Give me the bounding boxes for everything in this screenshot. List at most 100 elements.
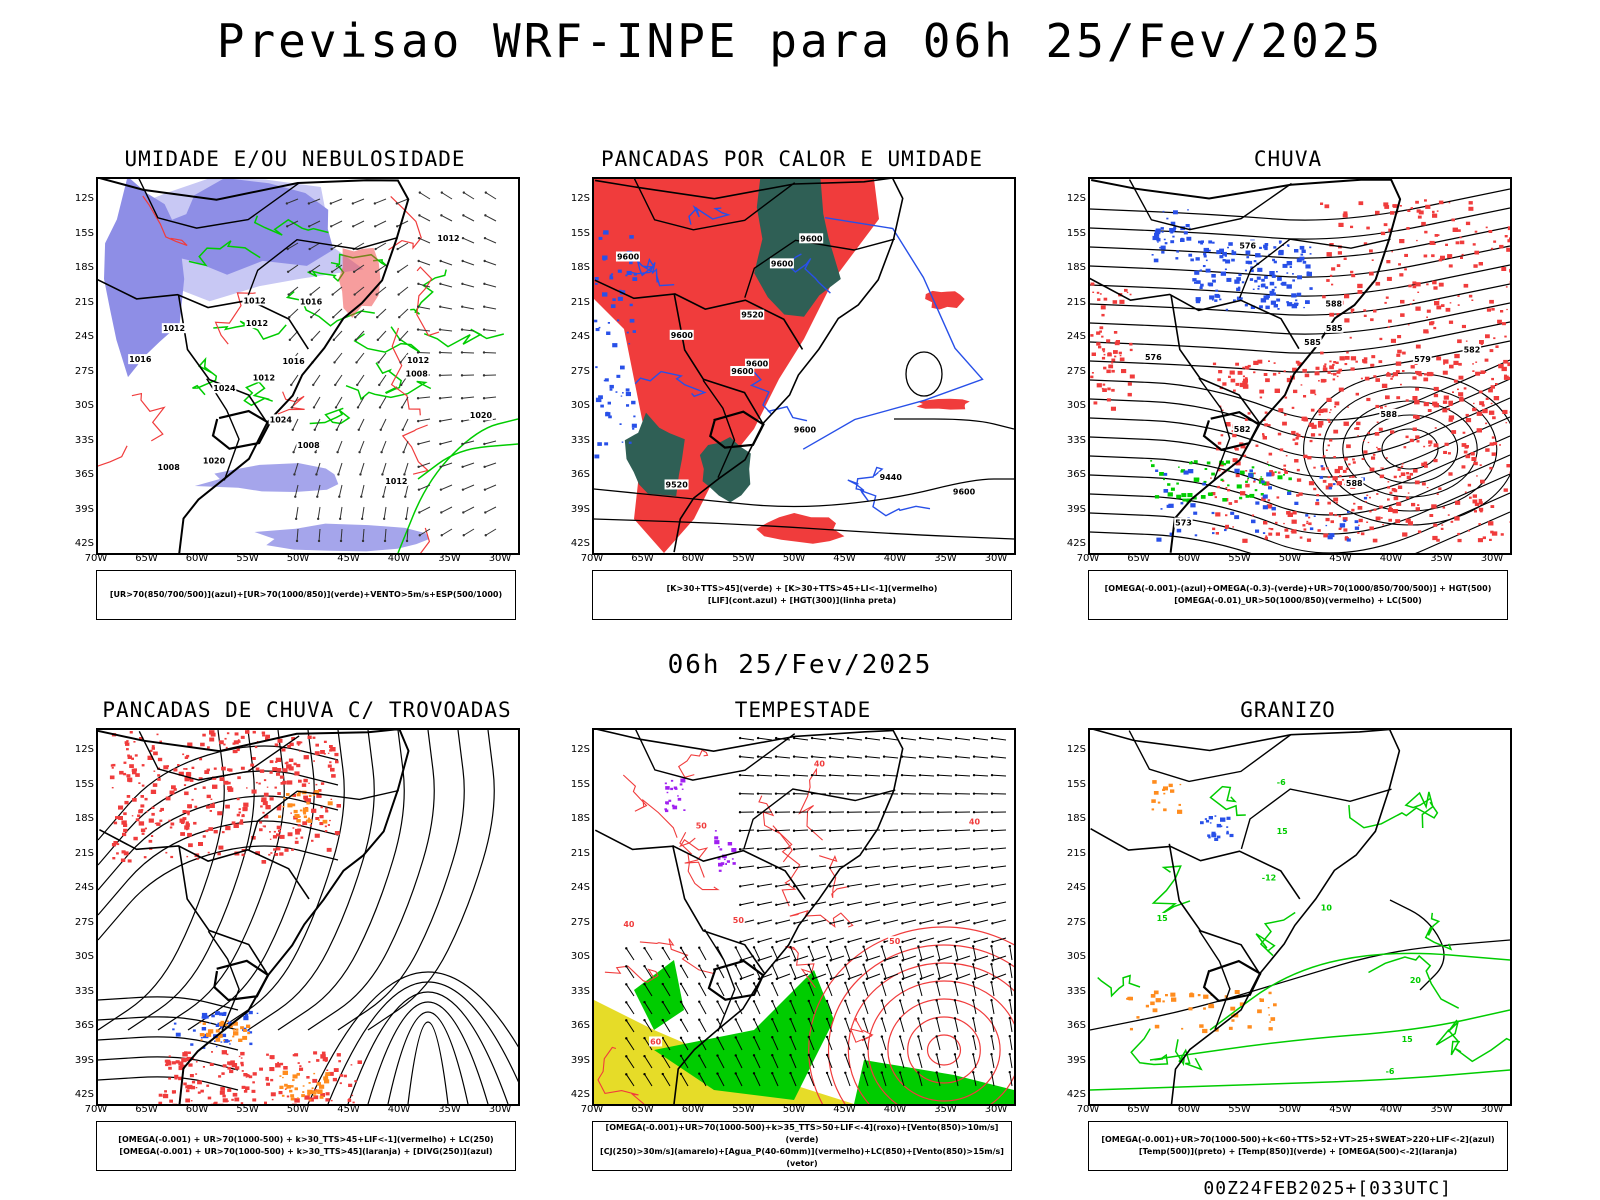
- lc250-streamline: [187, 730, 315, 1031]
- map-canvas: 1012 1012 1012 1020 1016 1012 1016 1012 1008 1012…: [98, 179, 518, 553]
- temp850-contour: [1454, 1037, 1510, 1063]
- contour-label: 50: [733, 916, 745, 925]
- contour-label: 9600: [771, 259, 794, 268]
- contour-label: 50: [889, 937, 901, 946]
- latitude-tick-label: 21S: [74, 296, 94, 308]
- contour-label: 15: [1277, 827, 1289, 836]
- temp850-contour: [1209, 785, 1246, 817]
- humidity-green-contour: [353, 326, 421, 353]
- hgt500-streamline: [1090, 492, 1510, 553]
- longitude-tick-label: 30W: [488, 1104, 512, 1115]
- lif-blue-contour: [859, 489, 931, 517]
- lc250-streamline: [367, 1001, 489, 1104]
- thickness-red-dashed: [390, 327, 421, 416]
- convection-red-specks: [109, 730, 341, 864]
- longitude-tick-label: 60W: [681, 553, 705, 564]
- longitude-tick-label: 55W: [236, 553, 259, 564]
- state-border: [138, 730, 300, 781]
- legend-tempestade: [OMEGA(-0.001)+UR>70(1000-500)+k>35_TTS>…: [592, 1121, 1012, 1171]
- legend-pancadas-calor: [K>30+TTS>45](verde) + [K>30+TTS>45+LI<-…: [592, 570, 1012, 620]
- contour-label: 9600: [953, 487, 976, 496]
- precipitable-water-contour: [849, 1017, 874, 1043]
- lc850-contour: [907, 1016, 981, 1084]
- humidity-green-contour: [397, 418, 518, 553]
- state-border: [206, 378, 240, 481]
- map-canvas: 588 585 588 588 585 582 579 576 573 576 582: [1090, 179, 1510, 553]
- country-border: [99, 828, 310, 900]
- convection-red-area: [916, 398, 970, 410]
- temp850-contour: [1090, 1069, 1510, 1091]
- map-canvas: 9600960096009600960095209600960094409520…: [594, 179, 1014, 553]
- circulation-contour: [1361, 414, 1459, 484]
- longitude-tick-label: 60W: [1177, 553, 1201, 564]
- country-border: [671, 845, 766, 975]
- hgt500-streamline: [1090, 302, 1510, 335]
- contour-label: 9600: [671, 331, 694, 340]
- latitude-tick-label: 42S: [570, 538, 590, 549]
- longitude-tick-label: 30W: [1480, 1104, 1504, 1115]
- legend-line: [Temp(500)](preto) + [Temp(850)](verde) …: [1138, 1147, 1458, 1156]
- lc250-streamline: [347, 991, 509, 1104]
- latitude-tick-label: 39S: [570, 503, 590, 515]
- legend-line: [OMEGA(-0.001)+UR>70(1000-500)+k>35_TTS>…: [605, 1123, 999, 1144]
- longitude-tick-label: 70W: [1076, 553, 1100, 564]
- humidity-green-contour: [309, 407, 351, 425]
- wind-vectors: [285, 191, 497, 543]
- latitude-tick-label: 27S: [570, 916, 590, 928]
- lif-blue-specks: [594, 230, 638, 459]
- omega-green-specks: [1150, 460, 1292, 503]
- longitude-tick-label: 35W: [438, 1104, 461, 1115]
- lc250-streamline: [98, 1036, 239, 1051]
- thickness-red-dashed: [277, 391, 305, 415]
- country-border: [98, 278, 309, 350]
- contour-label: 50: [696, 822, 708, 831]
- temp850-contour: [1130, 1028, 1169, 1066]
- longitude-tick-label: 45W: [1329, 553, 1352, 564]
- latitude-tick-label: 12S: [1066, 193, 1086, 204]
- longitude-tick-label: 70W: [580, 553, 604, 564]
- contour-label: 1016: [282, 357, 305, 366]
- precipitable-water-contour: [622, 774, 678, 838]
- latitude-tick-label: 18S: [74, 813, 94, 824]
- latitude-tick-label: 27S: [74, 916, 94, 928]
- contour-label: 1020: [470, 411, 493, 420]
- longitude-tick-label: 60W: [185, 1104, 209, 1115]
- thickness-red-dashed: [416, 266, 440, 337]
- humidity-green-contour: [375, 362, 403, 394]
- lc250-streamline: [98, 730, 225, 1031]
- legend-line: [OMEGA(-0.01)_UR>50(1000/850)(vermelho) …: [1174, 596, 1422, 605]
- uruguay-border: [1202, 959, 1262, 1003]
- storm-purple-specks: [664, 778, 686, 813]
- coastline: [1091, 179, 1402, 553]
- legend-line: [OMEGA(-0.001)+UR>70(1000-500)+k<60+TTS>…: [1101, 1135, 1495, 1144]
- contour-label: 15: [1157, 914, 1169, 923]
- latitude-tick-label: 30S: [570, 951, 590, 962]
- run-info-label: 00Z24FEB2025+[033UTC]: [1203, 1178, 1452, 1199]
- country-border: [178, 845, 269, 976]
- longitude-tick-label: 35W: [1430, 553, 1453, 564]
- longitude-tick-label: 35W: [934, 1104, 957, 1115]
- temp850-contour: [1149, 1009, 1510, 1061]
- contour-label: 9600: [746, 360, 769, 369]
- contour-label: 573: [1175, 519, 1192, 528]
- legend-granizo: [OMEGA(-0.001)+UR>70(1000-500)+k<60+TTS>…: [1088, 1121, 1508, 1171]
- hgt300-contour: [894, 418, 1014, 430]
- contour-label: 9520: [666, 480, 689, 489]
- humidity-blue-area: [254, 523, 430, 552]
- uruguay-border: [709, 410, 765, 449]
- legend-line: [LIF](cont.azul) + [HGT(300)](linha pret…: [707, 596, 897, 605]
- legend-line: [OMEGA(-0.001) + UR>70(1000-500) + k>30_…: [118, 1135, 494, 1144]
- longitude-tick-label: 30W: [1480, 553, 1504, 564]
- latitude-tick-label: 15S: [1066, 227, 1086, 239]
- latitude-tick-label: 36S: [74, 469, 94, 480]
- latitude-tick-label: 18S: [570, 813, 590, 824]
- contour-label: 40: [814, 759, 826, 768]
- contour-label: 1012: [163, 324, 185, 333]
- longitude-tick-label: 70W: [84, 1104, 108, 1115]
- precipitable-water-contour: [597, 1046, 645, 1104]
- hgt500-streamline: [1090, 321, 1510, 354]
- contour-label: 1012: [385, 477, 407, 486]
- storm-purple-specks: [714, 830, 737, 872]
- contour-label: 576: [1145, 353, 1162, 362]
- longitude-tick-label: 50W: [286, 1104, 310, 1115]
